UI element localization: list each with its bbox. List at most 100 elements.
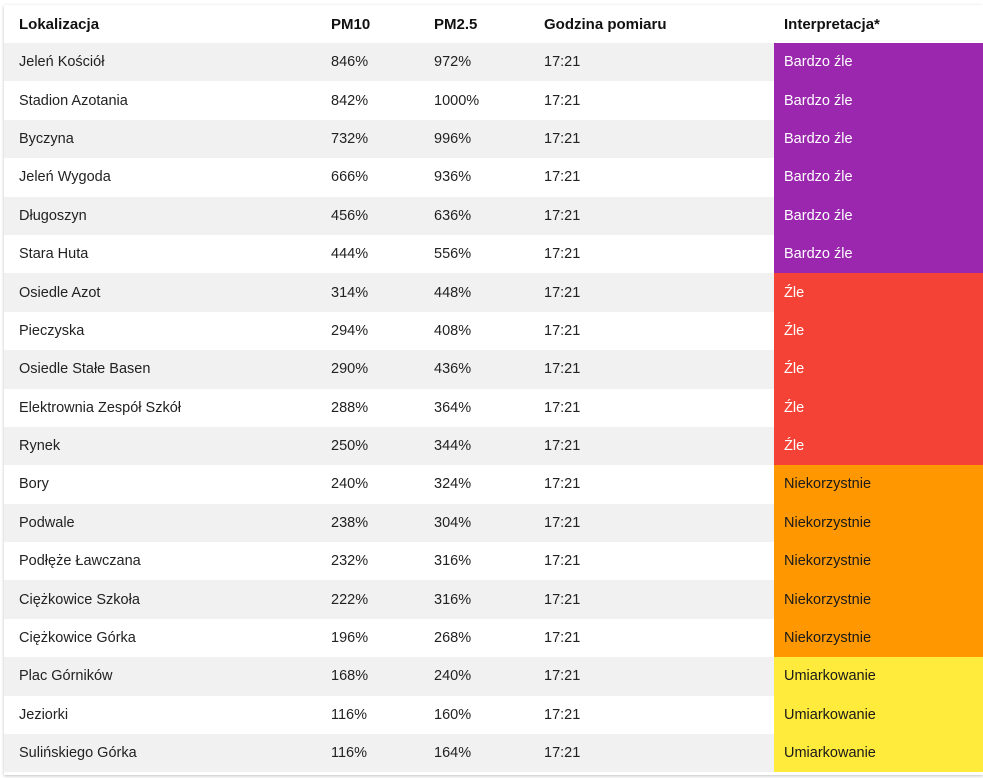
pm10-cell: 846% (316, 43, 419, 82)
measurement-time-cell: 17:21 (529, 657, 774, 696)
pm25-cell: 364% (419, 388, 529, 427)
pm25-cell: 240% (419, 657, 529, 696)
table-row: Byczyna 732% 996% 17:21 Bardzo źle (4, 119, 983, 159)
interpretation-cell: Umiarkowanie (774, 657, 983, 696)
measurement-time-cell: 17:21 (529, 695, 774, 735)
location-cell: Osiedle Azot (4, 273, 316, 312)
air-quality-table: Lokalizacja PM10 PM2.5 Godzina pomiaru I… (4, 5, 983, 773)
interpretation-cell: Bardzo źle (774, 196, 983, 235)
table-row: Pieczyska 294% 408% 17:21 Źle (4, 311, 983, 351)
measurement-time-cell: 17:21 (529, 273, 774, 312)
location-cell: Stara Huta (4, 234, 316, 274)
interpretation-cell: Bardzo źle (774, 43, 983, 82)
table-header: Lokalizacja PM10 PM2.5 Godzina pomiaru I… (4, 5, 983, 43)
header-interpretation: Interpretacja* (774, 5, 983, 43)
location-cell: Jeleń Kościół (4, 43, 316, 82)
pm25-cell: 936% (419, 158, 529, 197)
pm10-cell: 240% (316, 465, 419, 504)
interpretation-cell: Źle (774, 311, 983, 351)
pm25-cell: 316% (419, 580, 529, 619)
interpretation-cell: Bardzo źle (774, 234, 983, 274)
pm10-cell: 666% (316, 158, 419, 197)
location-cell: Sulińskiego Górka (4, 734, 316, 773)
table-row: Plac Górników 168% 240% 17:21 Umiarkowanie (4, 657, 983, 696)
measurement-time-cell: 17:21 (529, 311, 774, 351)
pm10-cell: 314% (316, 273, 419, 312)
location-cell: Rynek (4, 426, 316, 466)
pm10-cell: 842% (316, 81, 419, 120)
location-cell: Jeleń Wygoda (4, 158, 316, 197)
measurement-time-cell: 17:21 (529, 234, 774, 274)
measurement-time-cell: 17:21 (529, 388, 774, 427)
table-row: Podłęże Ławczana 232% 316% 17:21 Niekorzystn… (4, 542, 983, 581)
measurement-time-cell: 17:21 (529, 542, 774, 581)
table-row: Osiedle Azot 314% 448% 17:21 Źle (4, 273, 983, 312)
location-cell: Jeziorki (4, 695, 316, 735)
interpretation-cell: Umiarkowanie (774, 734, 983, 773)
table-row: Jeleń Kościół 846% 972% 17:21 Bardzo źle (4, 43, 983, 82)
location-cell: Elektrownia Zespół Szkół (4, 388, 316, 427)
location-cell: Długoszyn (4, 196, 316, 235)
measurement-time-cell: 17:21 (529, 734, 774, 773)
pm25-cell: 316% (419, 542, 529, 581)
interpretation-cell: Niekorzystnie (774, 580, 983, 619)
pm25-cell: 164% (419, 734, 529, 773)
table-row: Sulińskiego Górka 116% 164% 17:21 Umiarkowan… (4, 734, 983, 773)
interpretation-cell: Źle (774, 350, 983, 389)
pm10-cell: 250% (316, 426, 419, 466)
pm10-cell: 238% (316, 503, 419, 543)
table-row: Jeziorki 116% 160% 17:21 Umiarkowanie (4, 695, 983, 735)
measurement-time-cell: 17:21 (529, 43, 774, 82)
table-row: Stara Huta 444% 556% 17:21 Bardzo źle (4, 234, 983, 274)
pm25-cell: 344% (419, 426, 529, 466)
table-row: Podwale 238% 304% 17:21 Niekorzystnie (4, 503, 983, 543)
pm10-cell: 196% (316, 618, 419, 658)
table-row: Rynek 250% 344% 17:21 Źle (4, 426, 983, 466)
pm10-cell: 116% (316, 695, 419, 735)
table-row: Osiedle Stałe Basen 290% 436% 17:21 Źle (4, 350, 983, 389)
table-row: Stadion Azotania 842% 1000% 17:21 Bardzo źle (4, 81, 983, 120)
pm10-cell: 168% (316, 657, 419, 696)
pm25-cell: 972% (419, 43, 529, 82)
table-body: Jeleń Kościół 846% 972% 17:21 Bardzo źle Stad… (4, 43, 983, 773)
measurement-time-cell: 17:21 (529, 618, 774, 658)
measurement-time-cell: 17:21 (529, 426, 774, 466)
pm10-cell: 290% (316, 350, 419, 389)
table-row: Bory 240% 324% 17:21 Niekorzystnie (4, 465, 983, 504)
interpretation-cell: Źle (774, 273, 983, 312)
header-row: Lokalizacja PM10 PM2.5 Godzina pomiaru I… (4, 5, 983, 43)
location-cell: Pieczyska (4, 311, 316, 351)
table-row: Ciężkowice Górka 196% 268% 17:21 Niekorzystn… (4, 618, 983, 658)
table-row: Elektrownia Zespół Szkół 288% 364% 17:21 Źle (4, 388, 983, 427)
pm25-cell: 324% (419, 465, 529, 504)
header-measurement-time: Godzina pomiaru (529, 5, 774, 43)
table-row: Ciężkowice Szkoła 222% 316% 17:21 Niekorzyst… (4, 580, 983, 619)
air-quality-table-container: Lokalizacja PM10 PM2.5 Godzina pomiaru I… (4, 5, 983, 775)
location-cell: Osiedle Stałe Basen (4, 350, 316, 389)
measurement-time-cell: 17:21 (529, 196, 774, 235)
header-location: Lokalizacja (4, 5, 316, 43)
pm10-cell: 456% (316, 196, 419, 235)
pm10-cell: 288% (316, 388, 419, 427)
interpretation-cell: Niekorzystnie (774, 542, 983, 581)
measurement-time-cell: 17:21 (529, 119, 774, 159)
pm10-cell: 444% (316, 234, 419, 274)
pm25-cell: 556% (419, 234, 529, 274)
interpretation-cell: Źle (774, 388, 983, 427)
interpretation-cell: Niekorzystnie (774, 465, 983, 504)
location-cell: Stadion Azotania (4, 81, 316, 120)
location-cell: Byczyna (4, 119, 316, 159)
header-pm10: PM10 (316, 5, 419, 43)
location-cell: Ciężkowice Szkoła (4, 580, 316, 619)
pm25-cell: 448% (419, 273, 529, 312)
interpretation-cell: Bardzo źle (774, 119, 983, 159)
interpretation-cell: Źle (774, 426, 983, 466)
pm25-cell: 996% (419, 119, 529, 159)
location-cell: Ciężkowice Górka (4, 618, 316, 658)
measurement-time-cell: 17:21 (529, 350, 774, 389)
pm10-cell: 116% (316, 734, 419, 773)
pm25-cell: 408% (419, 311, 529, 351)
location-cell: Plac Górników (4, 657, 316, 696)
interpretation-cell: Niekorzystnie (774, 618, 983, 658)
pm10-cell: 732% (316, 119, 419, 159)
